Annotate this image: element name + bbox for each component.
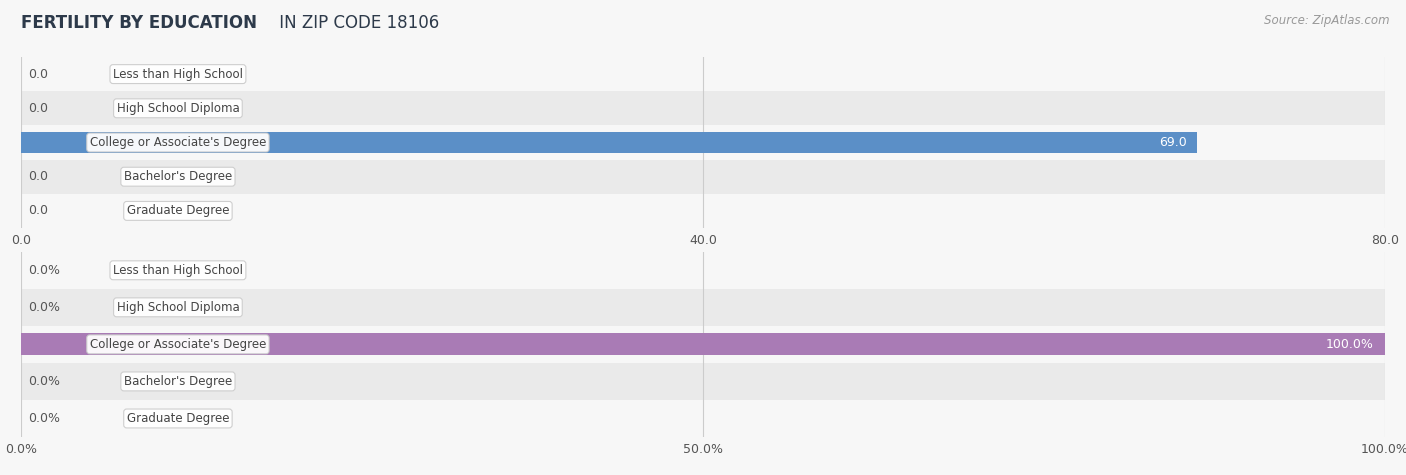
- Bar: [21, 160, 1385, 194]
- Bar: [21, 289, 1385, 326]
- Text: FERTILITY BY EDUCATION: FERTILITY BY EDUCATION: [21, 14, 257, 32]
- Text: 0.0%: 0.0%: [28, 264, 60, 277]
- Bar: [21, 400, 1385, 437]
- Text: Bachelor's Degree: Bachelor's Degree: [124, 375, 232, 388]
- Text: 69.0: 69.0: [1159, 136, 1187, 149]
- Text: High School Diploma: High School Diploma: [117, 102, 239, 115]
- Text: Graduate Degree: Graduate Degree: [127, 204, 229, 218]
- Bar: [21, 132, 1198, 153]
- Bar: [21, 194, 1385, 228]
- Text: Less than High School: Less than High School: [112, 264, 243, 277]
- Text: 0.0: 0.0: [28, 102, 48, 115]
- Bar: [21, 363, 1385, 400]
- Text: 0.0: 0.0: [28, 170, 48, 183]
- Text: IN ZIP CODE 18106: IN ZIP CODE 18106: [274, 14, 440, 32]
- Text: Source: ZipAtlas.com: Source: ZipAtlas.com: [1264, 14, 1389, 27]
- Bar: [21, 91, 1385, 125]
- Text: Bachelor's Degree: Bachelor's Degree: [124, 170, 232, 183]
- Text: College or Associate's Degree: College or Associate's Degree: [90, 338, 266, 351]
- Bar: [21, 125, 1385, 160]
- Text: 0.0%: 0.0%: [28, 412, 60, 425]
- Text: 0.0: 0.0: [28, 204, 48, 218]
- Bar: [21, 57, 1385, 91]
- Text: High School Diploma: High School Diploma: [117, 301, 239, 314]
- Text: 0.0%: 0.0%: [28, 301, 60, 314]
- Text: Graduate Degree: Graduate Degree: [127, 412, 229, 425]
- Bar: [21, 326, 1385, 363]
- Bar: [21, 333, 1385, 355]
- Text: College or Associate's Degree: College or Associate's Degree: [90, 136, 266, 149]
- Text: 0.0%: 0.0%: [28, 375, 60, 388]
- Text: Less than High School: Less than High School: [112, 67, 243, 81]
- Text: 100.0%: 100.0%: [1326, 338, 1374, 351]
- Text: 0.0: 0.0: [28, 67, 48, 81]
- Bar: [21, 252, 1385, 289]
